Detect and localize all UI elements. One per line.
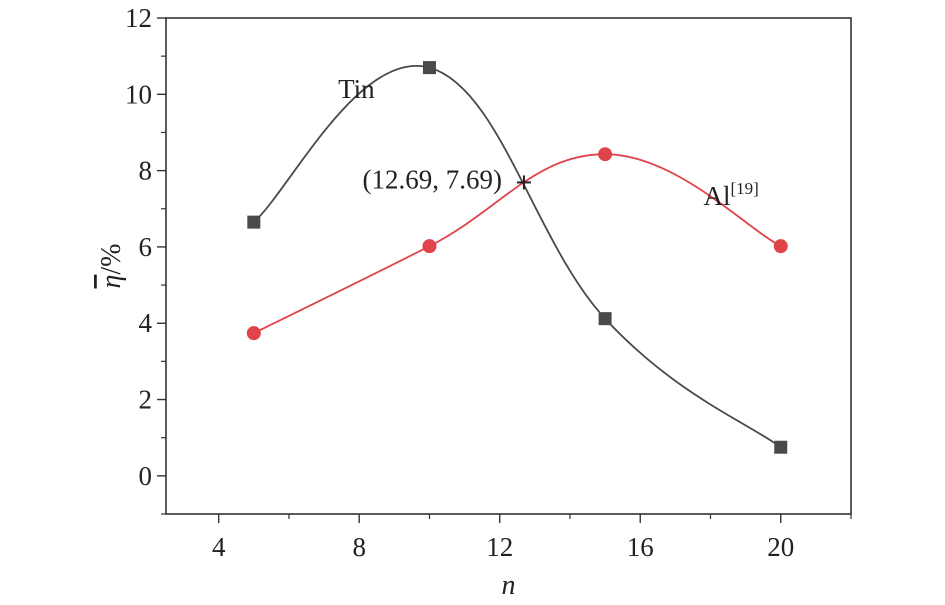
intersection-label: (12.69, 7.69) xyxy=(362,164,501,194)
x-tick-label: 12 xyxy=(486,532,513,562)
point-tin xyxy=(598,312,612,326)
series-line-al xyxy=(253,153,782,334)
point-al xyxy=(422,239,437,254)
y-tick-label: 8 xyxy=(139,156,153,186)
y-tick-label: 4 xyxy=(139,308,153,338)
x-axis-title: n xyxy=(502,570,516,601)
y-axis-symbol: η xyxy=(96,275,127,289)
y-tick-label: 0 xyxy=(139,461,153,491)
labels-layer: n η/% Tin Al[19] xyxy=(96,74,759,601)
point-al xyxy=(598,147,613,162)
point-al xyxy=(246,326,261,341)
point-al xyxy=(773,239,788,254)
series-label-al-superscript: [19] xyxy=(730,179,758,198)
series-layer xyxy=(246,61,788,454)
x-tick-label: 20 xyxy=(767,532,794,562)
x-tick-label: 16 xyxy=(627,532,654,562)
x-tick-label: 4 xyxy=(212,532,226,562)
point-tin xyxy=(774,440,788,454)
series-label-al: Al[19] xyxy=(703,179,758,211)
annotation-layer: (12.69, 7.69) xyxy=(362,164,531,194)
y-tick-label: 2 xyxy=(139,385,153,415)
y-axis-unit: /% xyxy=(96,244,127,275)
plot-frame xyxy=(165,17,852,515)
y-tick-label: 6 xyxy=(139,232,153,262)
y-axis-title: η/% xyxy=(96,244,127,289)
x-tick-label: 8 xyxy=(352,532,366,562)
y-tick-label: 12 xyxy=(125,3,152,33)
series-label-al-name: Al xyxy=(703,181,730,211)
y-tick-label: 10 xyxy=(125,79,152,109)
point-tin xyxy=(422,61,436,75)
point-tin xyxy=(247,215,261,229)
axes: 4 8 12 16 20 0 2 4 6 8 10 12 xyxy=(125,3,852,562)
series-label-tin: Tin xyxy=(338,74,375,104)
series-line-tin xyxy=(253,64,782,448)
